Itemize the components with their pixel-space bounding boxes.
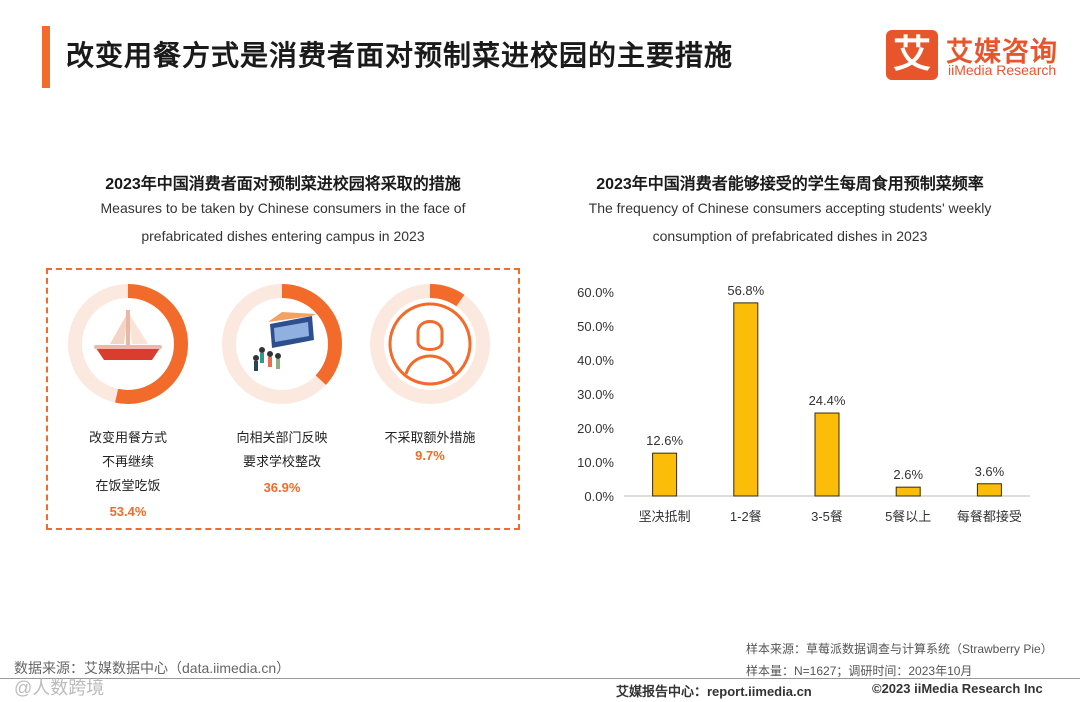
measure-1-line-3: 在饭堂吃饭 [95, 478, 161, 493]
measure-donut-2 [222, 284, 342, 404]
x-tick-label: 每餐都接受 [957, 509, 1022, 524]
bar [814, 412, 840, 497]
bar [652, 452, 678, 497]
donut-track [370, 284, 490, 404]
measure-1-line-1: 改变用餐方式 [88, 430, 167, 445]
chart-subtitle-2: consumption of prefabricated dishes in 2… [652, 228, 928, 244]
bar [733, 302, 759, 497]
measure-1-value: 53.4% [109, 504, 147, 519]
footer-divider [0, 678, 1080, 679]
measure-2-line-2: 要求学校整改 [242, 454, 321, 469]
measures-panel [46, 268, 520, 530]
logo-text-en: iiMedia Research [948, 62, 1057, 78]
left-section-subtitle-2: prefabricated dishes entering campus in … [141, 228, 425, 244]
dish-icon [94, 310, 162, 360]
data-source: 数据来源：艾媒数据中心（data.iimedia.cn） [14, 660, 291, 676]
y-tick-label: 30.0% [577, 387, 614, 402]
copyright: ©2023 iiMedia Research Inc [872, 681, 1043, 696]
data-label: 3.6% [975, 464, 1005, 479]
sample-size: 样本量：N=1627；调研时间：2023年10月 [746, 664, 973, 678]
left-section-subtitle-1: Measures to be taken by Chinese consumer… [100, 200, 466, 216]
sample-source: 样本来源：草莓派数据调查与计算系统（Strawberry Pie） [746, 642, 1053, 656]
person-icon [388, 302, 472, 386]
x-tick-label: 1-2餐 [730, 509, 762, 524]
measure-donut-3 [370, 284, 490, 404]
measure-3-value: 9.7% [415, 448, 445, 463]
chart-subtitle-1: The frequency of Chinese consumers accep… [588, 200, 992, 216]
x-tick-label: 3-5餐 [811, 509, 843, 524]
measure-donut-1 [68, 284, 188, 404]
y-tick-label: 10.0% [577, 455, 614, 470]
y-tick-label: 20.0% [577, 421, 614, 436]
measure-2-line-1: 向相关部门反映 [236, 430, 328, 445]
data-label: 56.8% [727, 283, 764, 298]
donut-arc [222, 284, 342, 404]
watermark: @人数跨境 [14, 678, 105, 698]
school-people-icon [253, 312, 316, 371]
data-label: 12.6% [646, 433, 683, 448]
donut-arc [370, 284, 490, 404]
bar [895, 486, 921, 497]
y-tick-label: 50.0% [577, 319, 614, 334]
data-label: 2.6% [893, 467, 923, 482]
measure-3-line-1: 不采取额外措施 [384, 430, 476, 445]
y-tick-label: 0.0% [584, 489, 614, 504]
measure-2-value: 36.9% [263, 480, 301, 495]
data-label: 24.4% [809, 393, 846, 408]
left-section-title: 2023年中国消费者面对预制菜进校园将采取的措施 [105, 176, 461, 193]
x-tick-label: 5餐以上 [885, 509, 931, 524]
title-accent-bar [42, 26, 50, 88]
bar [976, 483, 1002, 497]
frequency-bar-chart: 0.0% 10.0% 20.0% 30.0% 40.0% 50.0% 60.0% 12.6% 坚… [577, 283, 1030, 524]
logo-mark: 艾 [886, 30, 938, 80]
page-title: 改变用餐方式是消费者面对预制菜进校园的主要措施 [66, 40, 734, 71]
report-center: 艾媒报告中心：report.iimedia.cn [616, 684, 812, 699]
y-tick-label: 40.0% [577, 353, 614, 368]
logo-text-cn: 艾媒咨询 [946, 37, 1058, 67]
chart-title: 2023年中国消费者能够接受的学生每周食用预制菜频率 [596, 176, 984, 193]
y-tick-label: 60.0% [577, 285, 614, 300]
donut-arc [68, 284, 188, 404]
measure-1-line-2: 不再继续 [101, 454, 154, 469]
x-tick-label: 坚决抵制 [639, 509, 691, 524]
